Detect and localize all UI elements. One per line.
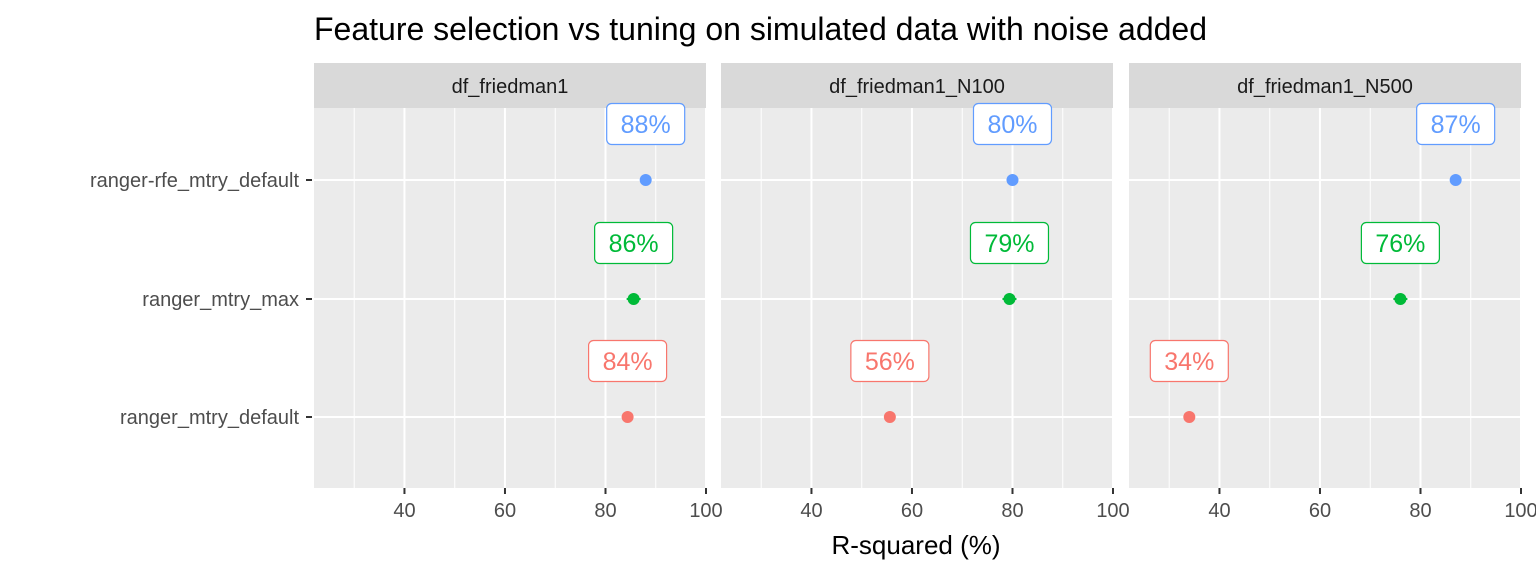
x-tick-label: 100 [1504, 500, 1536, 522]
facet-strip [1129, 63, 1521, 108]
data-point [883, 411, 896, 423]
data-label-box [969, 221, 1050, 265]
data-label: 86% [609, 230, 659, 258]
x-tick-label: 60 [901, 500, 923, 522]
facet-panel: df_friedman1_N100 40 60 80 100 80% 79% 56% [721, 63, 1130, 522]
y-tick-label: ranger-rfe_mtry_default [90, 170, 299, 192]
y-axis-labels: ranger-rfe_mtry_default ranger_mtry_maxra… [90, 170, 312, 429]
x-tick-label: 60 [1309, 500, 1331, 522]
data-point [1394, 293, 1407, 305]
data-label-box [594, 221, 674, 265]
data-label: 79% [984, 230, 1034, 258]
data-label-box [972, 102, 1053, 146]
x-tick-label: 40 [1208, 500, 1230, 522]
facet-panel: df_friedman1 40 60 80 100 88% 86% 84% [314, 63, 723, 522]
facet-panel: df_friedman1_N500 40 60 80 100 87% 76% 34% [1129, 63, 1536, 522]
y-tick-label: ranger_mtry_default [120, 407, 299, 429]
data-point [639, 174, 652, 186]
data-label: 76% [1375, 230, 1425, 258]
data-label-box [1416, 102, 1496, 146]
data-label-box [1360, 221, 1440, 265]
data-label: 56% [865, 348, 915, 376]
data-label-box [606, 102, 686, 146]
x-tick-label: 100 [1096, 500, 1129, 522]
data-point [621, 411, 634, 423]
x-tick-label: 80 [594, 500, 616, 522]
data-point [1006, 174, 1019, 186]
chart-title: Feature selection vs tuning on simulated… [314, 11, 1207, 47]
data-label-box [587, 339, 668, 383]
data-label: 88% [621, 111, 671, 139]
data-label: 84% [603, 348, 653, 376]
facet-strip-label: df_friedman1_N100 [829, 76, 1005, 98]
data-point [627, 293, 640, 305]
facet-strip [314, 63, 706, 108]
facet-strip [721, 63, 1113, 108]
x-tick-label: 60 [494, 500, 516, 522]
data-label: 87% [1431, 111, 1481, 139]
data-label-box [1149, 339, 1229, 383]
facet-strip-label: df_friedman1 [452, 76, 569, 98]
x-tick-label: 100 [689, 500, 722, 522]
x-tick-label: 40 [393, 500, 415, 522]
data-label: 80% [987, 111, 1037, 139]
y-tick-label: ranger_mtry_max [142, 289, 299, 311]
x-tick-label: 40 [800, 500, 822, 522]
facet-strip-label: df_friedman1_N500 [1237, 76, 1413, 98]
x-tick-label: 80 [1001, 500, 1023, 522]
data-point [1183, 411, 1196, 423]
data-point [1449, 174, 1462, 186]
data-label-box [850, 339, 930, 383]
x-axis-title: R-squared (%) [831, 530, 1000, 560]
data-point [1003, 293, 1016, 305]
x-tick-label: 80 [1409, 500, 1431, 522]
data-label: 34% [1164, 348, 1214, 376]
